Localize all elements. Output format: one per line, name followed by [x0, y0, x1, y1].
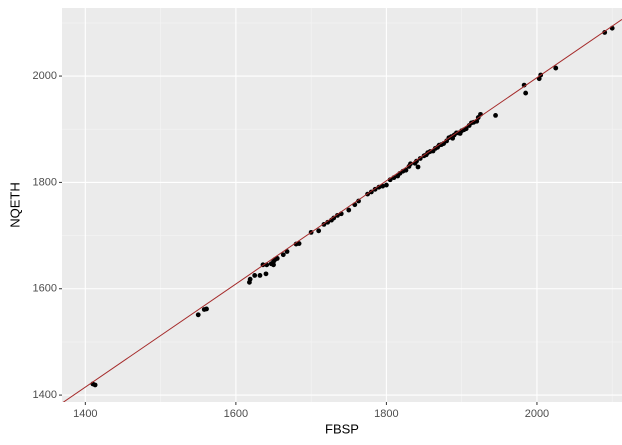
point	[204, 306, 209, 312]
point	[553, 65, 559, 71]
y-tick-label: 2000	[33, 70, 57, 82]
point	[274, 256, 280, 261]
trend-line	[62, 18, 622, 402]
point	[346, 207, 352, 213]
point	[325, 219, 331, 225]
y-axis-title: NQETH	[7, 182, 22, 228]
x-tick-label: 1600	[224, 408, 248, 420]
y-tick-label: 1800	[33, 176, 57, 188]
point	[376, 184, 382, 190]
point	[284, 249, 290, 254]
point	[271, 262, 276, 268]
point	[280, 252, 286, 258]
point	[523, 90, 529, 96]
y-tick-label: 1600	[33, 283, 57, 295]
point	[380, 183, 386, 189]
point	[521, 82, 527, 88]
point	[247, 276, 253, 282]
point	[493, 113, 498, 118]
point	[263, 271, 269, 277]
point	[384, 182, 389, 188]
point	[316, 228, 322, 234]
x-axis-title: FBSP	[325, 421, 359, 436]
point	[602, 30, 608, 35]
point	[331, 215, 337, 221]
panel	[62, 8, 622, 402]
point	[92, 382, 98, 388]
point	[257, 273, 263, 278]
point	[403, 167, 409, 173]
x-tick-label: 1400	[73, 408, 97, 420]
point	[335, 212, 340, 218]
point	[195, 312, 201, 318]
x-tick-label: 1800	[374, 408, 398, 420]
point	[296, 241, 302, 246]
x-tick-label: 2000	[525, 408, 549, 420]
point	[415, 164, 421, 170]
y-tick-label: 1400	[33, 389, 57, 401]
point	[356, 198, 361, 204]
point	[252, 273, 258, 278]
